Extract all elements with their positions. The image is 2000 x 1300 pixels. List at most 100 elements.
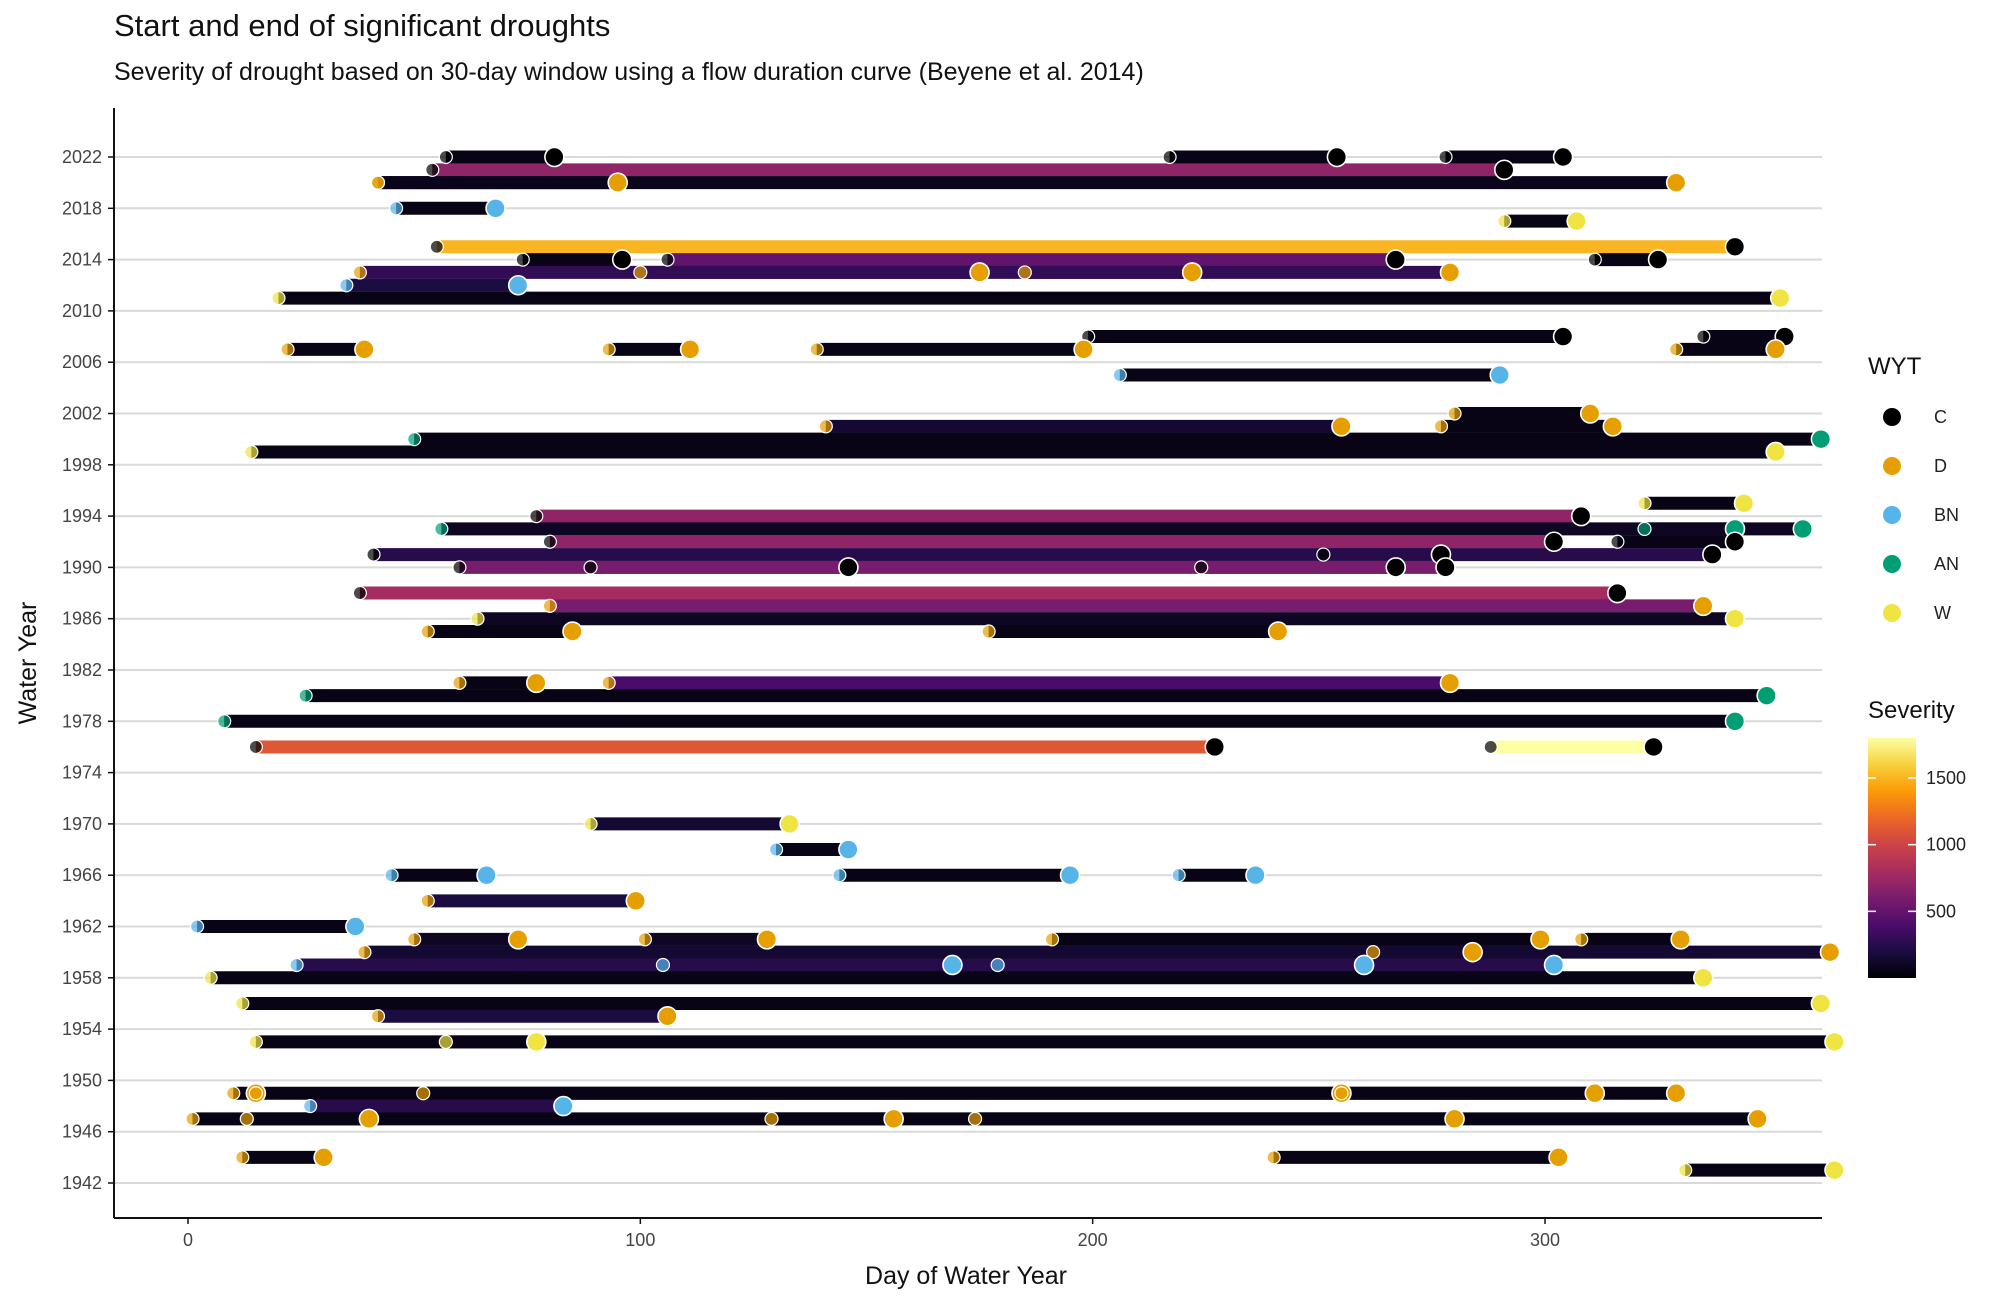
y-tick-label: 2002 — [62, 404, 102, 424]
drought-end-point — [544, 146, 565, 168]
y-tick-label: 1942 — [62, 1173, 102, 1193]
drought-end-point — [345, 916, 366, 937]
drought-end-point — [1702, 544, 1723, 565]
wyt-legend: WYT C D BN AN W — [1868, 353, 1959, 623]
drought-end-point — [679, 339, 701, 360]
drought-start-point — [352, 585, 367, 601]
drought-end-point — [1059, 864, 1081, 886]
drought-start-point — [1637, 521, 1652, 537]
drought-end-point — [1331, 416, 1352, 437]
y-tick-label: 1954 — [62, 1019, 102, 1039]
drought-end-point — [1570, 505, 1592, 527]
drought-start-point — [470, 611, 485, 626]
drought-end-point — [313, 1147, 335, 1168]
drought-end-point — [476, 864, 497, 886]
drought-start-point — [1610, 534, 1625, 549]
drought-end-point — [525, 1031, 547, 1053]
drought-start-point — [1334, 1086, 1349, 1101]
drought-end-point — [1552, 146, 1574, 168]
drought-end-point — [525, 672, 547, 694]
drought-start-point — [429, 239, 444, 254]
drought-end-point — [1552, 326, 1574, 347]
drought-end-point — [838, 839, 859, 860]
x-tick-label: 200 — [1078, 1230, 1108, 1250]
drought-start-point — [416, 1086, 431, 1101]
y-tick-label: 1986 — [62, 609, 102, 629]
drought-end-point — [779, 813, 800, 835]
drought-start-point — [235, 1150, 250, 1165]
drought-start-point — [248, 739, 263, 755]
drought-start-point — [1112, 367, 1127, 383]
drought-start-point — [370, 1009, 386, 1024]
drought-start-point — [660, 252, 675, 267]
drought-start-point — [1162, 149, 1177, 165]
drought-start-point — [239, 1111, 254, 1126]
drought-end-point — [1693, 595, 1714, 617]
chart-title: Start and end of significant droughts — [114, 8, 611, 43]
drought-start-point — [764, 1111, 779, 1126]
wyt-legend-title: WYT — [1868, 353, 1922, 380]
drought-end-point — [1326, 146, 1348, 168]
y-tick-label: 2018 — [62, 198, 102, 218]
drought-start-point — [438, 1034, 453, 1050]
y-tick-label: 1998 — [62, 455, 102, 475]
drought-start-point — [271, 290, 286, 306]
y-tick-label: 1978 — [62, 711, 102, 731]
drought-end-point — [1584, 1082, 1606, 1104]
drought-start-point — [1266, 1150, 1281, 1165]
drought-start-point — [434, 521, 449, 537]
drought-points — [185, 146, 1845, 1181]
drought-start-point — [1017, 265, 1032, 280]
drought-end-point — [1756, 685, 1777, 706]
axis-ticks: 1942 1946 1950 1954 1958 1962 1966 1970 1974 1978… — [62, 147, 1560, 1250]
wyt-legend-key — [1883, 555, 1901, 573]
drought-end-point — [1439, 672, 1461, 694]
drought-start-point — [529, 508, 544, 524]
drought-end-point — [1693, 967, 1714, 989]
drought-end-point — [1579, 403, 1601, 424]
drought-end-point — [1245, 864, 1266, 886]
drought-end-point — [611, 249, 633, 270]
drought-end-point — [1824, 1159, 1845, 1181]
drought-start-point — [1447, 406, 1462, 421]
drought-end-point — [1769, 287, 1791, 309]
drought-end-point — [1665, 1082, 1687, 1104]
drought-start-point — [768, 842, 784, 857]
drought-start-point — [339, 278, 354, 293]
y-tick-label: 1946 — [62, 1122, 102, 1142]
drought-start-point — [1483, 739, 1498, 755]
severity-legend-label: 1000 — [1926, 835, 1966, 855]
y-tick-label: 2022 — [62, 147, 102, 167]
drought-end-point — [1724, 236, 1746, 258]
drought-start-point — [1194, 560, 1209, 575]
drought-start-point — [384, 868, 399, 883]
drought-start-point — [818, 419, 833, 434]
drought-start-point — [655, 957, 671, 973]
drought-end-point — [1765, 441, 1786, 463]
drought-start-point — [425, 162, 440, 177]
drought-end-point — [1724, 710, 1746, 732]
drought-start-point — [1171, 868, 1186, 883]
drought-end-point — [1385, 557, 1407, 578]
drought-start-point — [357, 945, 372, 960]
wyt-legend-label: D — [1934, 456, 1947, 476]
drought-start-point — [542, 534, 557, 549]
y-tick-label: 1982 — [62, 660, 102, 680]
drought-start-point — [303, 1098, 318, 1114]
drought-start-point — [235, 996, 250, 1011]
drought-end-point — [1073, 339, 1094, 360]
drought-start-point — [217, 714, 232, 729]
y-axis-title: Water Year — [14, 602, 42, 725]
drought-start-point — [248, 1034, 263, 1050]
drought-end-point — [354, 339, 375, 360]
drought-start-point — [967, 1111, 983, 1126]
drought-start-point — [981, 624, 996, 639]
drought-end-point — [553, 1095, 574, 1117]
y-tick-label: 1958 — [62, 968, 102, 988]
drought-end-point — [507, 929, 529, 950]
drought-end-point — [1792, 518, 1814, 540]
drought-end-point — [1747, 1108, 1768, 1130]
drought-start-point — [1696, 329, 1711, 344]
wyt-legend-label: C — [1934, 407, 1947, 427]
